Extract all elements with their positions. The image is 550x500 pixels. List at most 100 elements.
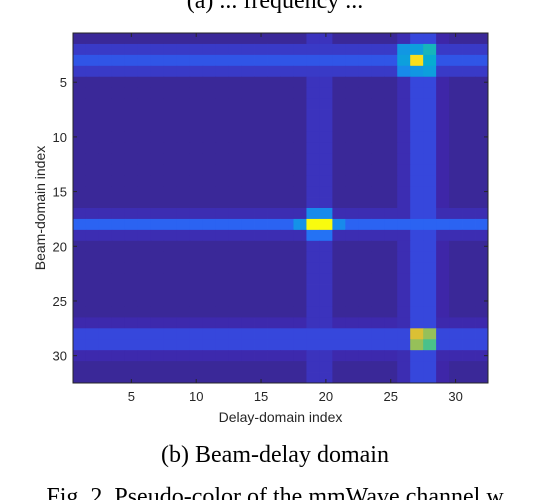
- heatmap-cell: [319, 186, 333, 198]
- heatmap-cell: [280, 65, 294, 78]
- heatmap-cell: [189, 197, 204, 209]
- heatmap-cell: [241, 208, 255, 220]
- heatmap-cell: [111, 43, 126, 56]
- heatmap-cell: [462, 43, 476, 56]
- heatmap-cell: [73, 33, 87, 45]
- heatmap-cell: [475, 109, 489, 121]
- heatmap-cell: [332, 295, 346, 307]
- heatmap-cell: [358, 175, 372, 187]
- heatmap-cell: [436, 339, 450, 351]
- heatmap-cell: [449, 142, 463, 154]
- top-caption-text: (a) ... frequency ...: [186, 0, 364, 14]
- heatmap-cell: [189, 33, 204, 45]
- heatmap-cell: [215, 43, 230, 56]
- heatmap-cell: [384, 197, 398, 209]
- heatmap-cell: [410, 54, 424, 67]
- heatmap-cell: [189, 251, 204, 264]
- heatmap-cell: [189, 87, 204, 100]
- y-tick-label: 25: [53, 294, 67, 309]
- heatmap-cell: [98, 33, 113, 45]
- heatmap-cell: [241, 284, 255, 296]
- heatmap-cell: [410, 87, 424, 100]
- heatmap-cell: [345, 361, 359, 373]
- heatmap-cell: [111, 240, 126, 253]
- heatmap-cell: [345, 262, 359, 275]
- heatmap-cell: [358, 229, 372, 242]
- heatmap-cell: [189, 175, 204, 187]
- heatmap-cell: [111, 218, 126, 231]
- heatmap-cell: [306, 251, 320, 264]
- heatmap-cell: [254, 350, 268, 362]
- heatmap-cell: [163, 153, 178, 165]
- heatmap-cell: [332, 262, 346, 275]
- heatmap-cell: [449, 229, 463, 242]
- heatmap-cell: [436, 240, 450, 253]
- heatmap-cell: [306, 208, 320, 220]
- heatmap-cell: [462, 131, 476, 143]
- heatmap-cell: [306, 273, 320, 285]
- heatmap-cell: [267, 186, 281, 198]
- heatmap-cell: [98, 306, 113, 318]
- heatmap-cell: [345, 251, 359, 264]
- heatmap-cell: [410, 65, 424, 78]
- heatmap-cell: [150, 372, 165, 384]
- heatmap-cell: [449, 262, 463, 275]
- heatmap-cell: [449, 273, 463, 285]
- heatmap-cell: [124, 175, 139, 187]
- heatmap-cell: [332, 142, 346, 154]
- y-tick-label: 30: [53, 349, 67, 364]
- heatmap-cell: [176, 208, 191, 220]
- heatmap-cell: [267, 262, 281, 275]
- heatmap-cell: [293, 339, 307, 351]
- heatmap-cell: [449, 186, 463, 198]
- heatmap-cell: [293, 164, 307, 176]
- heatmap-cell: [215, 284, 230, 296]
- heatmap-cell: [475, 142, 489, 154]
- heatmap-cell: [475, 197, 489, 209]
- heatmap-cell: [85, 339, 100, 351]
- heatmap-cell: [267, 317, 281, 329]
- heatmap-cell: [176, 153, 191, 165]
- heatmap-cell: [73, 328, 87, 340]
- heatmap-cell: [410, 350, 424, 362]
- heatmap-cell: [150, 262, 165, 275]
- heatmap-cell: [280, 251, 294, 264]
- heatmap-cell: [423, 273, 437, 285]
- heatmap-cell: [254, 120, 268, 132]
- heatmap-cell: [358, 131, 372, 143]
- heatmap-cell: [410, 251, 424, 264]
- heatmap-cell: [228, 164, 242, 176]
- heatmap-cell: [371, 186, 385, 198]
- heatmap-cell: [176, 120, 191, 132]
- heatmap-cell: [73, 229, 87, 242]
- heatmap-cell: [267, 98, 281, 110]
- heatmap-cell: [241, 164, 255, 176]
- heatmap-cell: [436, 98, 450, 110]
- x-tick-label: 30: [448, 389, 462, 404]
- heatmap-cell: [332, 153, 346, 165]
- heatmap-cell: [475, 186, 489, 198]
- heatmap-cell: [358, 372, 372, 384]
- heatmap-cell: [345, 186, 359, 198]
- heatmap-cell: [137, 350, 152, 362]
- heatmap-cell: [228, 229, 242, 242]
- heatmap-cell: [73, 98, 87, 110]
- heatmap-cell: [137, 306, 152, 318]
- heatmap-cell: [202, 208, 217, 220]
- heatmap-cell: [241, 33, 255, 45]
- heatmap-cell: [280, 328, 294, 340]
- heatmap-cell: [423, 240, 437, 253]
- heatmap-cell: [358, 65, 372, 78]
- heatmap-cell: [384, 33, 398, 45]
- heatmap-cell: [475, 229, 489, 242]
- heatmap-cell: [345, 197, 359, 209]
- heatmap-cell: [111, 109, 126, 121]
- heatmap-cell: [371, 208, 385, 220]
- heatmap-cell: [306, 153, 320, 165]
- heatmap-cell: [98, 109, 113, 121]
- heatmap-cell: [423, 229, 437, 242]
- heatmap-cell: [345, 153, 359, 165]
- heatmap-cell: [137, 208, 152, 220]
- heatmap-cell: [267, 109, 281, 121]
- heatmap-cell: [254, 54, 268, 67]
